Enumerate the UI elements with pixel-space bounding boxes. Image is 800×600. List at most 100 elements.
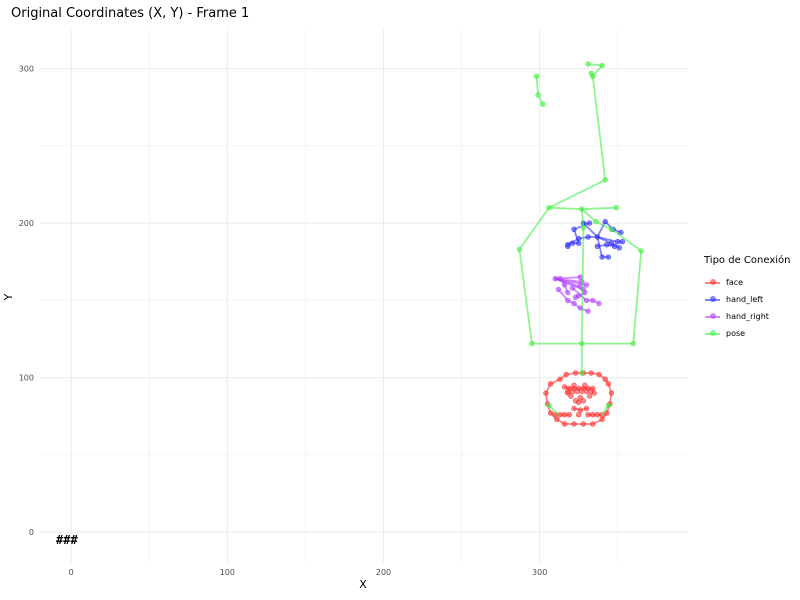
pose-point [613,205,619,211]
face-point [547,381,554,387]
hand_left-point [604,242,610,248]
hand_right-point [585,308,591,314]
legend-item-hand_right: hand_right [704,308,790,325]
hand_left-point [594,234,601,240]
legend-key-face [704,274,721,291]
hand_left-point [575,240,582,246]
face-point [585,412,591,418]
pose-point [579,340,585,347]
hand_left-point [614,239,621,245]
face-point [596,371,602,378]
face-point [575,412,582,418]
face-point [554,416,560,422]
pose-point [579,370,585,376]
pose-point [546,402,552,409]
face-point [605,381,612,387]
x-tick-label: 300 [532,568,547,577]
hand_right-point [555,286,562,293]
face-point [561,412,568,418]
hand_right-point [552,276,558,282]
face-point [571,421,577,427]
face-connection [545,372,613,425]
hand_right-point [565,289,571,296]
face-point [577,407,583,413]
face-point [568,393,574,399]
face-point [571,405,577,412]
legend-title: Tipo de Conexión [704,255,791,266]
hand_right-point [569,285,576,291]
face-point [561,384,568,390]
hand_left-point [599,254,605,260]
face-point [599,416,605,422]
face-point [594,412,601,418]
face-point [574,388,580,395]
legend-item-face: face [704,274,790,291]
pose-point [605,402,612,409]
hand_right-point [561,282,568,288]
series-face [543,370,615,427]
hand_right-point [596,300,602,307]
face-point [582,382,588,388]
hand_right-point [583,282,590,288]
pose-point [529,340,535,347]
hand_left-point [571,226,577,233]
hand_left-point [586,220,593,226]
x-tick-label: 0 [69,568,74,577]
legend-key-hand_right [704,308,721,325]
legend-item-pose: pose [704,325,790,342]
hand_right-point [557,276,563,282]
legend-key-hand_left [704,291,721,308]
face-point [586,393,593,399]
face-point [547,410,554,416]
face-point [583,405,590,412]
legend-item-hand_left: hand_left [704,291,790,308]
pose-point [590,73,596,80]
face-point [580,398,587,404]
hand_right-point [575,293,582,299]
pose-point [630,340,636,347]
pose-point [546,205,552,211]
pose-connection [548,75,618,211]
hand_left-point [585,234,591,240]
pose-point [593,218,599,225]
pose-point [599,62,605,69]
pose-connection [580,208,585,374]
hand_left-point [602,218,608,225]
series-pose [516,61,644,416]
chart-title: Original Coordinates (X, Y) - Frame 1 [11,6,250,21]
pose-point [608,226,615,233]
pose-point [602,177,608,183]
pose-point [540,101,546,107]
face-point [575,399,582,405]
hand_left-point [619,239,626,245]
face-point [590,412,596,418]
y-tick-label: 100 [19,374,34,383]
face-point [569,388,576,395]
hand_left-point [575,235,582,242]
face-point [583,388,590,395]
face-point [604,410,610,416]
hand_right-point [583,297,590,304]
pose-connection [518,206,643,345]
annotation-text: ### [56,533,78,547]
legend-label: hand_left [726,295,764,304]
face-point [608,390,615,396]
face-point [566,412,572,418]
hand_left-point [565,243,571,250]
hand_left-point [611,243,618,250]
axes: 0 100 200 300 0 100 200 300 [19,65,548,577]
x-tick-label: 100 [220,568,235,577]
hand_left-point [605,254,612,260]
legend-label: hand_right [726,312,769,321]
hand_left-point [618,229,624,236]
hand_left-point [594,243,601,250]
hand_right-point [590,297,596,304]
grid [40,30,688,563]
series-hand_right [552,274,602,314]
face-point [591,390,597,396]
pose-point [580,225,587,231]
legend-key-pose [704,325,721,342]
face-point [580,421,587,427]
